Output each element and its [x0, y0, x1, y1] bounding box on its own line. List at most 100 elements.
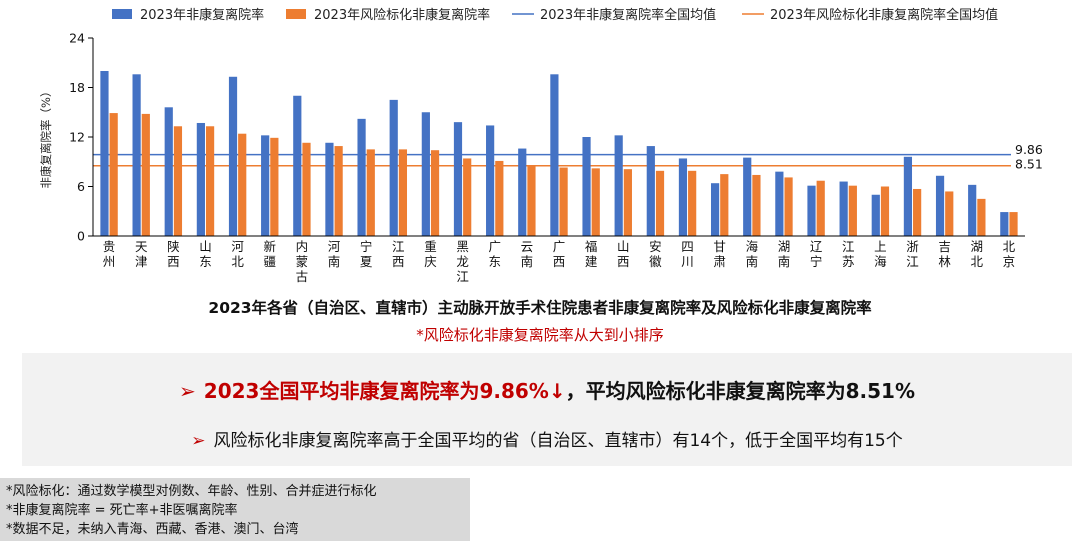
bar-standardized-rate — [752, 174, 761, 236]
bar-standardized-rate — [495, 160, 504, 236]
reference-line-label: 8.51 — [1015, 156, 1043, 171]
bar-standardized-rate — [398, 149, 408, 236]
bar-standardized-rate — [977, 198, 986, 236]
bar-crude-rate — [357, 118, 366, 236]
bar-crude-rate — [935, 175, 945, 236]
footnote-3: *数据不足，未纳入青海、西藏、香港、澳门、台湾 — [6, 522, 299, 537]
x-tick-label: 安徽 — [649, 239, 662, 269]
chart-note: *风险标化非康复离院率从大到小排序 — [416, 326, 664, 344]
x-tick-label: 浙江 — [906, 239, 919, 269]
x-tick-label: 内蒙古 — [296, 239, 309, 284]
bar-crude-rate — [807, 185, 816, 236]
y-tick-label: 12 — [69, 130, 85, 145]
x-tick-label: 吉林 — [938, 239, 951, 269]
bar-crude-rate — [743, 157, 752, 236]
x-tick-label: 黑龙江 — [456, 239, 469, 284]
legend-swatch — [112, 9, 132, 19]
y-tick-label: 18 — [69, 80, 85, 95]
bar-crude-rate — [646, 146, 655, 236]
footnote-box: *风险标化：通过数学模型对例数、年龄、性别、合并症进行标化 *非康复离院率 = … — [0, 478, 470, 541]
y-tick-label: 24 — [69, 31, 85, 46]
legend-entry: 2023年非康复离院率全国均值 — [540, 7, 716, 23]
summary-line-1-rest: ，平均风险标化非康复离院率为8.51% — [565, 379, 915, 403]
y-tick-label: 0 — [77, 229, 85, 244]
bar-crude-rate — [453, 122, 463, 236]
x-tick-label: 广东 — [488, 239, 501, 269]
x-tick-label: 甘肃 — [713, 239, 726, 269]
bar-standardized-rate — [784, 177, 793, 236]
bar-standardized-rate — [720, 174, 729, 236]
bar-crude-rate — [132, 74, 141, 236]
chart-title: 2023年各省（自治区、直辖市）主动脉开放手术住院患者非康复离院率及风险标化非康… — [208, 299, 872, 317]
x-tick-label: 山西 — [617, 239, 630, 269]
bar-standardized-rate — [141, 113, 150, 236]
bar-crude-rate — [614, 135, 623, 236]
bar-crude-rate — [903, 156, 913, 236]
x-tick-label: 湖北 — [971, 239, 984, 269]
bar-standardized-rate — [848, 185, 857, 236]
summary-line-1: ➢ 2023全国平均非康复离院率为9.86%↓，平均风险标化非康复离院率为8.51… — [22, 375, 1072, 404]
y-tick-label: 6 — [77, 179, 85, 194]
x-tick-label: 陕西 — [167, 239, 180, 269]
bar-standardized-rate — [430, 150, 440, 236]
bar-standardized-rate — [109, 113, 118, 236]
x-tick-label: 四川 — [681, 239, 694, 269]
bar-crude-rate — [1000, 212, 1009, 236]
bar-crude-rate — [678, 158, 688, 236]
bar-crude-rate — [518, 148, 527, 236]
bar-standardized-rate — [334, 146, 343, 236]
bar-chart: 2023年非康复离院率 2023年风险标化非康复离院率 2023年非康复离院率全国均… — [39, 7, 1043, 284]
bar-standardized-rate — [623, 169, 632, 236]
x-tick-label: 宁夏 — [360, 239, 373, 269]
bar-crude-rate — [164, 107, 173, 236]
bar-standardized-rate — [527, 165, 536, 236]
legend-entry: 2023年非康复离院率 — [140, 7, 264, 23]
x-tick-label: 新疆 — [264, 239, 277, 269]
x-tick-label: 上海 — [874, 239, 887, 269]
bar-crude-rate — [486, 125, 495, 236]
bar-standardized-rate — [816, 180, 825, 236]
x-tick-label: 河南 — [328, 239, 341, 269]
bar-crude-rate — [550, 74, 559, 236]
bar-standardized-rate — [591, 168, 600, 236]
bar-standardized-rate — [688, 170, 697, 236]
y-axis-title: 非康复离院率（%） — [39, 86, 53, 189]
arrow-bullet-icon: ➢ — [191, 431, 206, 451]
summary-line-1-highlight: 2023全国平均非康复离院率为9.86%↓ — [203, 379, 566, 403]
bar-standardized-rate — [302, 142, 311, 236]
legend-swatch — [286, 9, 306, 19]
x-tick-label: 天津 — [135, 239, 148, 269]
x-tick-label: 云南 — [521, 239, 534, 269]
bar-standardized-rate — [173, 126, 183, 236]
bar-standardized-rate — [913, 188, 922, 236]
x-tick-label: 广西 — [553, 239, 566, 269]
x-tick-label: 江西 — [392, 239, 405, 269]
x-tick-label: 辽宁 — [810, 239, 823, 269]
bar-crude-rate — [325, 142, 334, 236]
summary-box: ➢ 2023全国平均非康复离院率为9.86%↓，平均风险标化非康复离院率为8.51… — [22, 353, 1072, 466]
reference-line-label: 9.86 — [1015, 142, 1043, 157]
bar-standardized-rate — [270, 137, 279, 236]
bar-crude-rate — [775, 171, 784, 236]
legend-entry: 2023年风险标化非康复离院率全国均值 — [770, 7, 998, 23]
summary-line-2: ➢ 风险标化非康复离院率高于全国平均的省（自治区、直辖市）有14个，低于全国平均有… — [22, 426, 1072, 451]
x-tick-label: 河北 — [231, 239, 244, 269]
bar-standardized-rate — [655, 170, 665, 236]
bar-standardized-rate — [366, 149, 375, 236]
bar-standardized-rate — [238, 133, 247, 236]
arrow-bullet-icon: ➢ — [179, 379, 196, 403]
x-tick-label: 湖南 — [778, 239, 791, 269]
footnote-2: *非康复离院率 = 死亡率+非医嘱离院率 — [6, 503, 238, 518]
bar-crude-rate — [228, 76, 238, 237]
bar-crude-rate — [100, 71, 109, 236]
x-tick-label: 福建 — [585, 239, 598, 269]
bar-crude-rate — [582, 137, 591, 236]
bar-crude-rate — [293, 95, 302, 236]
bar-crude-rate — [871, 194, 880, 236]
x-tick-label: 重庆 — [424, 239, 437, 269]
bar-standardized-rate — [205, 126, 215, 236]
bar-crude-rate — [710, 183, 720, 236]
bar-crude-rate — [389, 99, 398, 236]
bar-standardized-rate — [463, 158, 472, 236]
bar-crude-rate — [421, 112, 430, 236]
